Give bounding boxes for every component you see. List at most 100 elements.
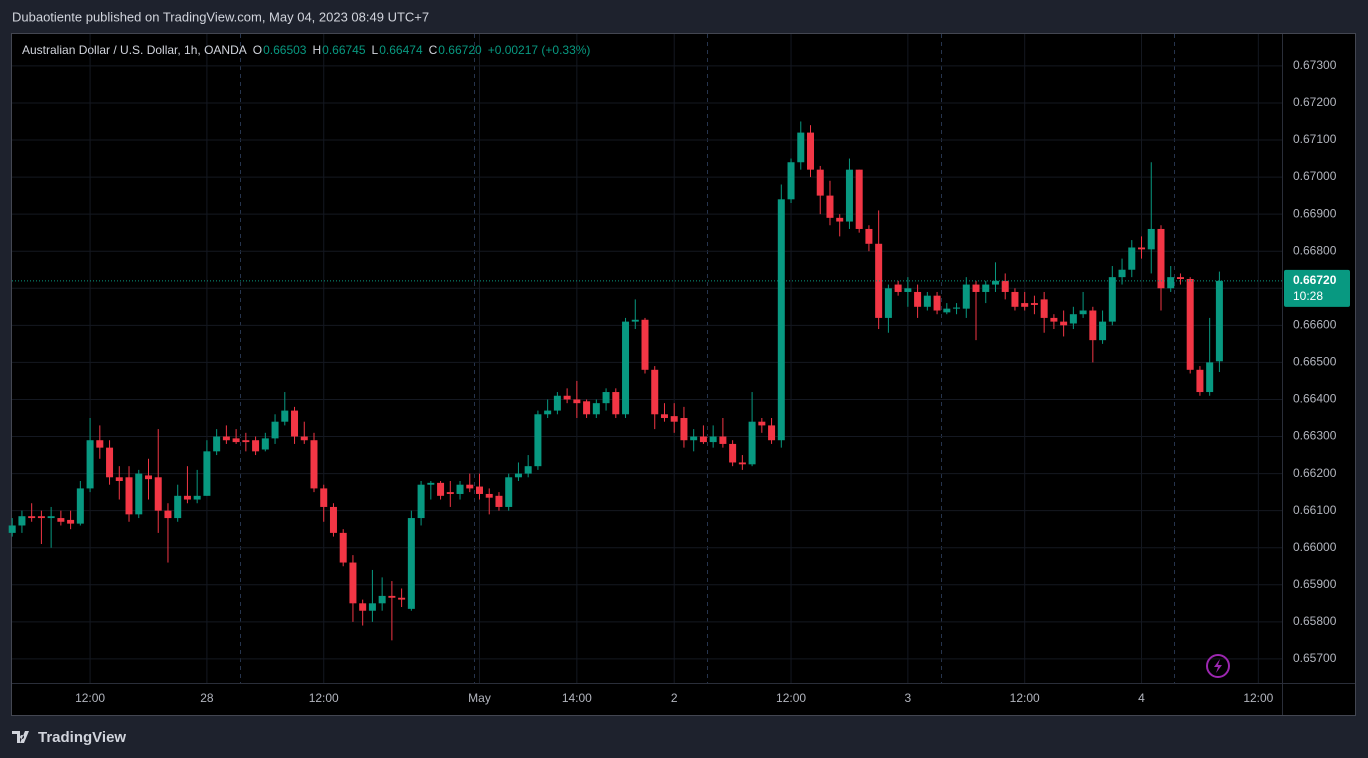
y-tick-label: 0.65900: [1293, 577, 1337, 591]
candle-body: [514, 473, 522, 478]
candle-body: [437, 482, 445, 496]
x-tick-label: 12:00: [309, 691, 339, 705]
candle-body: [271, 421, 279, 439]
x-tick-label: 12:00: [776, 691, 806, 705]
candle-body: [1206, 362, 1214, 393]
candle-body: [1118, 269, 1126, 278]
y-tick-label: 0.67200: [1293, 95, 1337, 109]
candle-body: [398, 597, 406, 600]
candle-body: [845, 169, 853, 222]
candle-body: [923, 295, 931, 307]
x-tick-label: 4: [1138, 691, 1145, 705]
candle-body: [680, 417, 688, 441]
tv-logo: [12, 731, 29, 743]
candle-body: [690, 436, 698, 441]
countdown: 10:28: [1293, 289, 1323, 303]
candle-body: [544, 410, 552, 415]
chart-frame: [11, 33, 1356, 716]
candle-body: [505, 477, 513, 507]
chart-title: Australian Dollar / U.S. Dollar, 1h, OAN…: [22, 43, 247, 57]
y-tick-label: 0.67000: [1293, 169, 1337, 183]
candle-body: [943, 308, 951, 313]
alert-icon[interactable]: [1206, 654, 1230, 678]
candle-body: [67, 519, 75, 524]
candle-body: [1001, 280, 1009, 292]
candle-body: [417, 484, 425, 519]
candle-body: [641, 319, 649, 370]
candle-body: [378, 595, 386, 604]
candle-body: [203, 451, 211, 496]
candle-body: [135, 473, 143, 515]
candle-body: [456, 484, 464, 494]
candle-body: [407, 518, 415, 609]
candle-body: [281, 410, 289, 422]
candle-body: [106, 447, 114, 478]
candle-body: [1069, 314, 1077, 324]
candle-body: [183, 495, 191, 500]
candle-body: [329, 506, 337, 533]
candle-body: [495, 495, 503, 507]
candle-body: [125, 477, 133, 515]
candle-body: [485, 493, 493, 498]
logo-icon: [12, 731, 29, 743]
candle-body: [232, 438, 240, 443]
candle-body: [991, 280, 999, 285]
x-tick-label: 12:00: [75, 691, 105, 705]
candle-body: [1147, 228, 1155, 250]
candle-body: [388, 595, 396, 598]
candle-body: [47, 516, 55, 519]
candle-body: [1089, 310, 1097, 341]
candle-body: [563, 395, 571, 400]
y-tick-label: 0.66900: [1293, 206, 1337, 220]
candle-body: [982, 284, 990, 292]
candle-body: [651, 369, 659, 415]
y-tick-label: 0.66300: [1293, 429, 1337, 443]
brand: TradingView: [38, 729, 126, 746]
legend-key: L: [372, 43, 379, 57]
candle-body: [252, 440, 260, 452]
candle-body: [339, 532, 347, 563]
x-tick-label: 14:00: [562, 691, 592, 705]
x-tick-label: 3: [905, 691, 912, 705]
plot: [8, 34, 1282, 683]
y-tick-label: 0.66400: [1293, 392, 1337, 406]
candle-body: [164, 510, 172, 519]
candle-body: [865, 228, 873, 244]
candle-body: [300, 436, 308, 441]
legend-value: 0.66503: [263, 43, 307, 57]
legend-key: O: [253, 43, 262, 57]
legend-value: 0.66474: [379, 43, 423, 57]
candle-body: [962, 284, 970, 309]
candle-body: [836, 217, 844, 222]
candle-body: [18, 516, 26, 526]
y-tick-label: 0.67100: [1293, 132, 1337, 146]
candle-body: [524, 466, 532, 474]
candle-body: [8, 525, 16, 533]
ohlc-legend: O 0.66503 H 0.66745 L 0.66474 C 0.66720 +0.00217…: [253, 43, 591, 57]
candle-body: [748, 421, 756, 465]
candle-body: [37, 516, 45, 519]
candle-body: [28, 516, 36, 519]
candle-body: [826, 195, 834, 218]
candle-body: [777, 199, 785, 441]
candle-body: [738, 462, 746, 465]
candle-body: [1167, 277, 1175, 289]
candle-body: [349, 562, 357, 604]
candle-body: [670, 416, 678, 422]
candle-body: [972, 284, 980, 292]
candle-body: [622, 321, 630, 415]
candle-body: [144, 475, 152, 480]
candle-body: [534, 414, 542, 467]
candle-body: [242, 440, 250, 443]
last-price-box: [1284, 269, 1350, 307]
candle-body: [154, 477, 162, 511]
y-tick-label: 0.66000: [1293, 540, 1337, 554]
candle-body: [1050, 317, 1058, 322]
candle-body: [222, 436, 230, 441]
candle-body: [86, 440, 94, 489]
candle-body: [1138, 247, 1146, 250]
x-tick-label: May: [468, 691, 491, 705]
candle-body: [1040, 299, 1048, 318]
candle-body: [1108, 277, 1116, 322]
